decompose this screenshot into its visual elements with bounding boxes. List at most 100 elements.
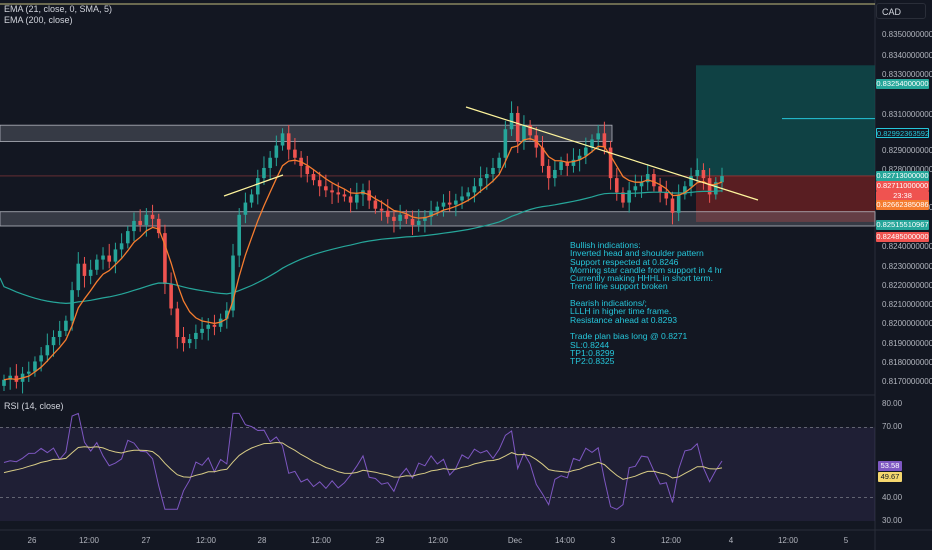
candle-body	[695, 169, 700, 177]
candle-body	[689, 176, 693, 187]
ema21-legend[interactable]: EMA (21, close, 0, SMA, 5)	[4, 4, 113, 14]
candle-body	[392, 216, 396, 221]
time-tick: 12:00	[310, 536, 332, 545]
candle-body	[584, 147, 588, 156]
ema200-legend[interactable]: EMA (200, close)	[4, 15, 73, 25]
rsi-lower-band	[0, 497, 875, 521]
last-price-badge: 0.82713000000	[876, 171, 929, 181]
candle-body	[385, 210, 390, 217]
candle-body	[138, 220, 142, 225]
time-tick: 28	[257, 536, 267, 545]
candle-body	[181, 337, 186, 344]
candle-body	[200, 328, 204, 333]
candle-body	[206, 324, 211, 329]
candle-body	[119, 243, 124, 250]
candle-body	[51, 337, 56, 346]
candle-body	[26, 371, 31, 374]
candle-body	[515, 112, 520, 142]
candle-body	[324, 186, 328, 191]
candle-body	[150, 214, 155, 219]
candle-body	[460, 196, 464, 201]
time-tick: 12:00	[78, 536, 100, 545]
candle-body	[614, 178, 619, 193]
candle-body	[348, 196, 353, 203]
candle-body	[683, 186, 687, 195]
rsi-tick: 30.00	[882, 516, 903, 525]
candle-body	[76, 263, 81, 291]
candle-body	[627, 190, 631, 203]
rsi-tick: 70.00	[882, 422, 903, 431]
candle-body	[39, 355, 43, 362]
candle-body	[454, 200, 458, 205]
candle-body	[169, 284, 173, 309]
candle-body	[429, 210, 433, 217]
candle-body	[336, 192, 341, 195]
candle-body	[293, 149, 297, 158]
candle-body	[553, 169, 557, 179]
candle-body	[14, 375, 19, 382]
rsi-value-badge: 53.58	[878, 461, 902, 471]
time-tick: 14:00	[554, 536, 576, 545]
analysis-notes: Bullish indications: Inverted head and s…	[570, 241, 830, 367]
candle-body	[355, 194, 359, 203]
entry-price-badge: 0.82662385086	[876, 200, 929, 210]
analysis-line: Trade plan bias long @ 0.8271	[570, 331, 688, 342]
candle-body	[132, 220, 136, 232]
analysis-line: Currently making HHHL in short term.	[570, 273, 713, 284]
candle-body	[113, 249, 118, 262]
short-trendline	[223, 174, 284, 197]
candle-body	[664, 192, 669, 199]
candle-body	[33, 361, 37, 372]
candle-body	[398, 214, 402, 221]
candle-body	[590, 139, 594, 148]
time-tick: 12:00	[777, 536, 799, 545]
candle-body	[503, 129, 508, 158]
analysis-line: SL:0.8244	[570, 339, 610, 350]
candle-body	[194, 332, 198, 340]
candle-body	[107, 255, 112, 262]
time-tick: 27	[141, 536, 151, 545]
candle-body	[621, 192, 625, 203]
analysis-line: Support respected at 0.8246	[570, 256, 679, 267]
candle-body	[274, 145, 279, 158]
rsi-tick: 40.00	[882, 493, 903, 502]
candle-body	[237, 214, 242, 256]
candle-body	[101, 255, 105, 260]
candle-body	[156, 218, 161, 234]
candle-body	[478, 178, 483, 187]
candle-body	[565, 161, 570, 166]
currency-selector[interactable]: CAD	[876, 3, 926, 19]
candle-body	[466, 192, 471, 197]
ema200-line	[0, 190, 723, 305]
ema200-price-badge: 0.82515510967	[876, 220, 929, 230]
time-tick: 12:00	[660, 536, 682, 545]
candle-body	[714, 182, 718, 195]
candle-body	[88, 269, 93, 276]
candle-body	[701, 169, 706, 179]
rsi-ma-line	[3, 441, 723, 480]
candle-body	[175, 308, 180, 338]
analysis-line: TP2:0.8325	[570, 356, 615, 367]
tp1-price-badge: 0.82992363592	[876, 128, 930, 138]
candle-body	[571, 159, 576, 166]
candle-body	[255, 178, 260, 195]
candle-body	[577, 155, 582, 160]
candle-body	[596, 133, 601, 140]
rsi-legend[interactable]: RSI (14, close)	[4, 401, 64, 411]
analysis-line: LLLH in higher time frame.	[570, 306, 672, 317]
candle-body	[676, 194, 681, 213]
candle-body	[311, 174, 316, 181]
analysis-line: Inverted head and shoulder pattern	[570, 248, 704, 259]
candle-body	[404, 214, 409, 219]
candle-body	[559, 161, 563, 170]
candle-body	[720, 176, 724, 183]
candle-body	[95, 259, 99, 270]
